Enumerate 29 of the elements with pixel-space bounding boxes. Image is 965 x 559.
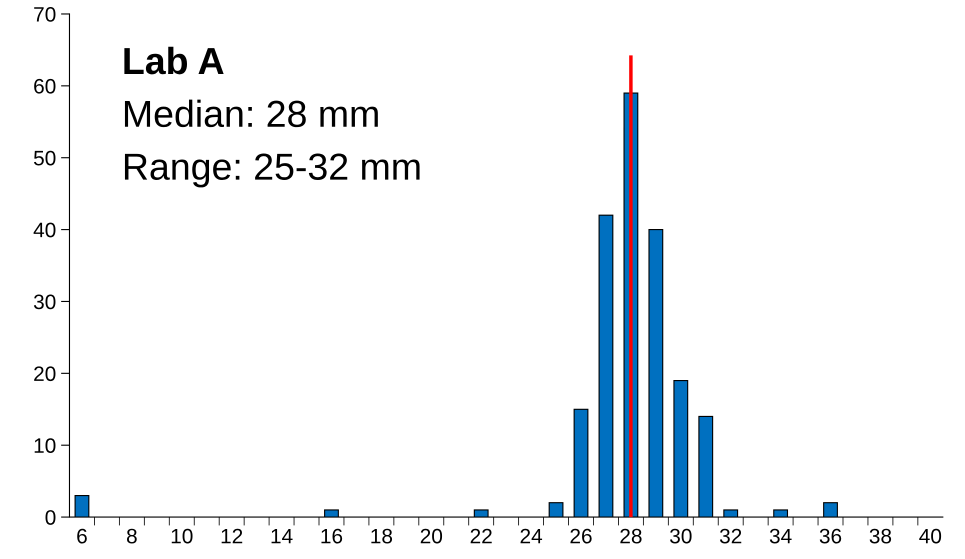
y-tick-label: 10 bbox=[34, 438, 56, 453]
x-tick-label: 8 bbox=[126, 528, 137, 544]
y-tick-label: 40 bbox=[34, 222, 56, 238]
y-tick-label: 70 bbox=[34, 6, 56, 22]
x-tick-label: 28 bbox=[620, 528, 642, 544]
x-tick-label: 34 bbox=[770, 528, 792, 544]
x-tick-label: 24 bbox=[520, 528, 542, 544]
x-tick-label: 22 bbox=[470, 528, 492, 544]
y-tick-label: 30 bbox=[34, 294, 56, 310]
x-tick-label: 16 bbox=[321, 528, 342, 544]
x-tick-label: 30 bbox=[670, 528, 692, 544]
x-tick-label: 26 bbox=[570, 528, 592, 544]
annotation: Range: 25-32 mm bbox=[124, 153, 420, 188]
y-tick-label: 0 bbox=[46, 510, 56, 525]
x-tick-label: 12 bbox=[222, 528, 242, 544]
x-tick-label: 6 bbox=[77, 528, 87, 544]
y-tick-label: 20 bbox=[34, 366, 56, 382]
x-tick-label: 40 bbox=[919, 528, 942, 544]
x-tick-label: 20 bbox=[420, 528, 442, 544]
annotation: Median: 28 mm bbox=[124, 100, 378, 128]
x-tick-label: 10 bbox=[172, 528, 193, 544]
x-tick-label: 18 bbox=[371, 528, 392, 544]
y-tick-label: 50 bbox=[34, 150, 56, 166]
annotation: Lab A bbox=[124, 46, 224, 74]
x-tick-label: 38 bbox=[870, 528, 892, 544]
x-tick-label: 36 bbox=[820, 528, 842, 544]
x-tick-label: 14 bbox=[272, 528, 293, 544]
y-tick-label: 60 bbox=[34, 78, 56, 94]
x-tick-label: 32 bbox=[720, 528, 742, 544]
